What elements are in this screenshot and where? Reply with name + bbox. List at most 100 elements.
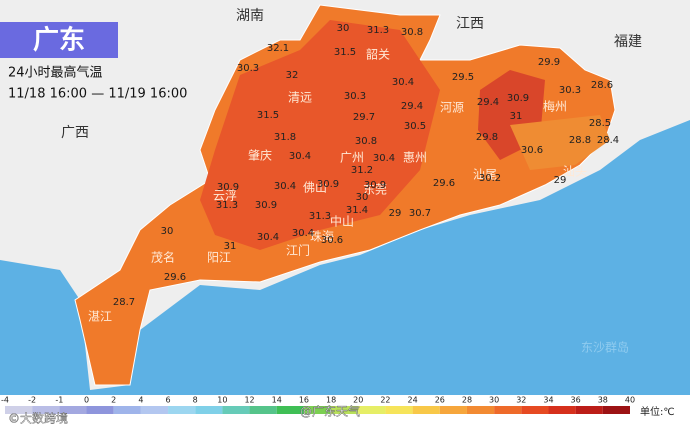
temperature: 29.7 bbox=[353, 112, 375, 123]
legend-tick: -2 bbox=[28, 396, 36, 405]
legend-swatch bbox=[494, 406, 522, 414]
temperature: 30.9 bbox=[317, 179, 339, 190]
legend-swatch bbox=[575, 406, 603, 414]
legend-tick: 14 bbox=[272, 396, 282, 405]
warm-zone bbox=[510, 115, 610, 170]
legend-swatch bbox=[276, 406, 304, 414]
temperature: 30.5 bbox=[404, 121, 426, 132]
temperature: 28.5 bbox=[589, 118, 611, 129]
temperature: 29.9 bbox=[538, 57, 560, 68]
legend-tick: 16 bbox=[299, 396, 309, 405]
city-label: 汕尾 bbox=[473, 168, 497, 182]
region-label: 广西 bbox=[61, 125, 89, 141]
legend-tick: 32 bbox=[516, 396, 526, 405]
legend-swatch bbox=[331, 406, 359, 414]
unit: 单位:℃ bbox=[640, 405, 675, 418]
temperature: 30.4 bbox=[274, 181, 296, 192]
temperature: 28.4 bbox=[597, 135, 619, 146]
region-label: 福建 bbox=[614, 34, 642, 50]
temperature: 29 bbox=[554, 175, 567, 186]
legend-tick: 24 bbox=[408, 396, 418, 405]
legend-swatch bbox=[385, 406, 413, 414]
legend-swatch bbox=[521, 406, 549, 414]
temperature: 30 bbox=[356, 192, 369, 203]
temperature: 30.9 bbox=[507, 93, 529, 104]
temperature: 31 bbox=[510, 111, 523, 122]
legend-tick: 20 bbox=[353, 396, 363, 405]
temperature: 30.9 bbox=[217, 182, 239, 193]
sea bbox=[0, 120, 690, 395]
city-label: 广州 bbox=[340, 151, 364, 165]
city-label: 中山 bbox=[330, 214, 354, 229]
legend-swatch bbox=[86, 406, 114, 414]
legend-swatch bbox=[195, 406, 223, 414]
temperature: 29.6 bbox=[433, 178, 455, 189]
legend-tick: -1 bbox=[55, 396, 63, 405]
temperature: 30.8 bbox=[355, 136, 377, 147]
title: 广东 bbox=[33, 25, 85, 56]
city-label: 江门 bbox=[286, 243, 310, 258]
temperature: 31.5 bbox=[257, 110, 279, 121]
temperature: 30.9 bbox=[255, 200, 277, 211]
temperature: 31.3 bbox=[309, 211, 331, 222]
temperature: 31.3 bbox=[216, 200, 238, 211]
temperature: 30.6 bbox=[521, 145, 543, 156]
temperature: 30.8 bbox=[401, 27, 423, 38]
city-label: 佛山 bbox=[303, 181, 327, 195]
time-range: 11/18 16:00 — 11/19 16:00 bbox=[8, 87, 187, 102]
temperature: 28.8 bbox=[569, 135, 591, 146]
temperature: 29.4 bbox=[401, 101, 423, 112]
city-label: 汕头 bbox=[563, 165, 587, 179]
legend-tick: 18 bbox=[326, 396, 336, 405]
legend-tick: 26 bbox=[435, 396, 445, 405]
legend-tick: 40 bbox=[625, 396, 635, 405]
region-label: 江西 bbox=[456, 16, 484, 32]
temperature: 29.8 bbox=[476, 132, 498, 143]
legend-swatch bbox=[59, 406, 87, 414]
title-box bbox=[0, 22, 118, 58]
legend-swatch bbox=[113, 406, 141, 414]
temperature: 28.6 bbox=[591, 80, 613, 91]
temperature: 30.3 bbox=[344, 91, 366, 102]
hot-zone bbox=[200, 20, 440, 250]
legend-tick: 28 bbox=[462, 396, 472, 405]
temperature: 31.3 bbox=[367, 25, 389, 36]
legend-swatch bbox=[249, 406, 277, 414]
legend-tick: 34 bbox=[543, 396, 553, 405]
city-label: 清远 bbox=[288, 91, 312, 105]
legend-swatch bbox=[168, 406, 196, 414]
legend: -4 -2 -1 0 2 4 6 8 10 12 14 16 18 20 22 24 26 28 30 32 34 36 3… bbox=[1, 396, 635, 414]
region-label: 湖南 bbox=[236, 8, 264, 24]
legend-swatch bbox=[303, 406, 332, 414]
temperature: 30.2 bbox=[479, 173, 501, 184]
legend-tick: 8 bbox=[193, 396, 198, 405]
temperature: 29.5 bbox=[452, 72, 474, 83]
watermark: ©大数跨境 bbox=[8, 411, 68, 426]
temperature: 31.2 bbox=[351, 165, 373, 176]
temperature: 30.4 bbox=[289, 151, 311, 162]
watermark: @广东天气 bbox=[300, 404, 360, 419]
legend-swatch bbox=[222, 406, 250, 414]
legend-swatch bbox=[32, 406, 60, 414]
city-label: 阳江 bbox=[207, 251, 231, 265]
legend-swatch bbox=[412, 406, 440, 414]
city-label: 云浮 bbox=[213, 189, 237, 203]
legend-tick: 22 bbox=[380, 396, 390, 405]
temperature: 30.4 bbox=[392, 77, 414, 88]
temperature: 30.4 bbox=[292, 228, 314, 239]
temperature: 30 bbox=[161, 226, 174, 237]
temperature: 29.4 bbox=[477, 97, 499, 108]
temperature: 30.3 bbox=[559, 85, 581, 96]
legend-tick: 10 bbox=[217, 396, 227, 405]
legend-tick: 30 bbox=[489, 396, 499, 405]
temperature: 32 bbox=[286, 70, 299, 81]
city-label: 韶关 bbox=[366, 47, 390, 62]
temperature: 30.4 bbox=[257, 232, 279, 243]
temperature: 30.9 bbox=[364, 180, 386, 191]
city-label: 珠海 bbox=[310, 229, 334, 244]
legend-tick: 6 bbox=[165, 396, 170, 405]
city-label: 东莞 bbox=[363, 183, 387, 197]
temperature: 29 bbox=[389, 208, 402, 219]
legend-swatch bbox=[439, 406, 467, 414]
city-label: 河源 bbox=[440, 101, 464, 115]
